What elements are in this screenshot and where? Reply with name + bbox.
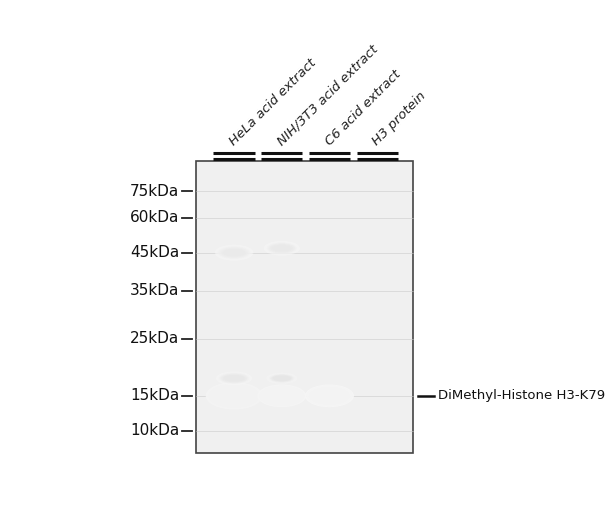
Text: 45kDa: 45kDa	[130, 245, 179, 260]
Ellipse shape	[269, 243, 294, 253]
Ellipse shape	[314, 389, 345, 402]
Text: 15kDa: 15kDa	[130, 388, 179, 403]
Ellipse shape	[271, 375, 292, 382]
Ellipse shape	[272, 376, 291, 381]
Ellipse shape	[215, 245, 254, 261]
Text: NIH/3T3 acid extract: NIH/3T3 acid extract	[275, 43, 381, 149]
Ellipse shape	[312, 388, 347, 403]
Ellipse shape	[218, 389, 250, 403]
Ellipse shape	[257, 384, 306, 407]
Ellipse shape	[266, 389, 298, 402]
Text: C6 acid extract: C6 acid extract	[323, 68, 403, 149]
Ellipse shape	[207, 383, 261, 408]
Ellipse shape	[221, 248, 247, 257]
Ellipse shape	[218, 247, 250, 259]
Ellipse shape	[216, 245, 252, 260]
Ellipse shape	[268, 243, 295, 253]
Ellipse shape	[266, 242, 298, 255]
Ellipse shape	[206, 382, 263, 409]
Ellipse shape	[306, 385, 353, 406]
Ellipse shape	[267, 373, 296, 384]
Ellipse shape	[221, 374, 247, 383]
Ellipse shape	[214, 387, 254, 405]
Ellipse shape	[267, 242, 297, 254]
Ellipse shape	[259, 385, 305, 406]
Ellipse shape	[271, 245, 292, 252]
Bar	[196, 161, 413, 453]
Ellipse shape	[268, 374, 295, 383]
Ellipse shape	[308, 386, 351, 406]
Text: 75kDa: 75kDa	[130, 184, 179, 199]
Ellipse shape	[264, 241, 299, 255]
Ellipse shape	[261, 387, 302, 405]
Ellipse shape	[272, 375, 292, 382]
Ellipse shape	[224, 375, 244, 382]
Ellipse shape	[260, 386, 303, 406]
Ellipse shape	[216, 372, 252, 385]
Ellipse shape	[209, 384, 259, 407]
Text: HeLa acid extract: HeLa acid extract	[227, 56, 319, 149]
Ellipse shape	[311, 388, 348, 404]
Text: 60kDa: 60kDa	[130, 210, 179, 225]
Ellipse shape	[212, 386, 256, 405]
Ellipse shape	[223, 249, 246, 257]
Ellipse shape	[264, 241, 300, 256]
Ellipse shape	[315, 391, 344, 402]
Ellipse shape	[266, 373, 297, 384]
Ellipse shape	[216, 388, 252, 404]
Ellipse shape	[270, 374, 294, 382]
Ellipse shape	[219, 373, 249, 384]
Ellipse shape	[218, 373, 250, 384]
Ellipse shape	[268, 391, 296, 402]
Ellipse shape	[219, 247, 249, 258]
Text: 25kDa: 25kDa	[130, 331, 179, 346]
Ellipse shape	[220, 374, 248, 383]
Ellipse shape	[223, 375, 246, 382]
Ellipse shape	[263, 388, 300, 404]
Ellipse shape	[217, 372, 251, 385]
Ellipse shape	[270, 244, 294, 252]
Ellipse shape	[221, 248, 247, 258]
Text: H3 protein: H3 protein	[370, 90, 429, 149]
Text: 10kDa: 10kDa	[130, 423, 179, 438]
Ellipse shape	[217, 246, 251, 259]
Ellipse shape	[305, 384, 354, 407]
Ellipse shape	[309, 387, 350, 405]
Ellipse shape	[264, 388, 299, 403]
Text: DiMethyl-Histone H3-K79: DiMethyl-Histone H3-K79	[438, 389, 605, 402]
Text: 35kDa: 35kDa	[130, 283, 179, 298]
Ellipse shape	[269, 374, 294, 383]
Ellipse shape	[211, 385, 257, 406]
